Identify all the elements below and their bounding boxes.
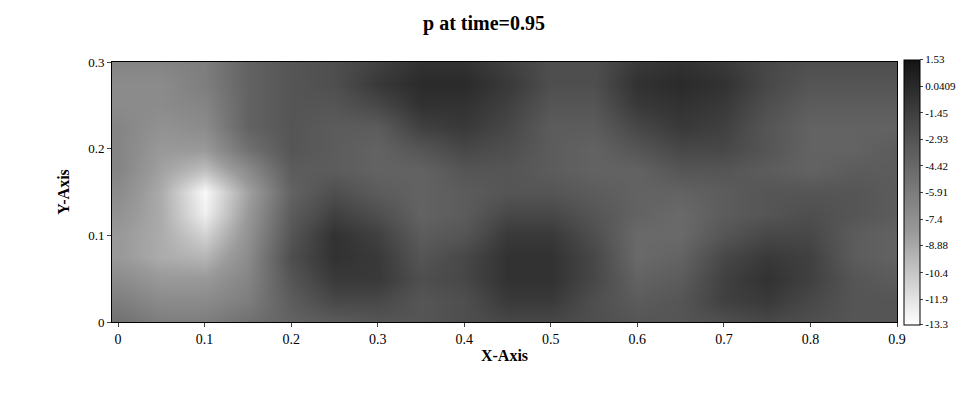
svg-text:0.1: 0.1 xyxy=(196,332,214,347)
svg-text:0.2: 0.2 xyxy=(88,141,104,156)
svg-text:0: 0 xyxy=(98,315,105,330)
svg-text:0.4: 0.4 xyxy=(456,332,474,347)
svg-text:Y-Axis: Y-Axis xyxy=(55,169,72,215)
svg-text:0.8: 0.8 xyxy=(802,332,820,347)
svg-text:0.9: 0.9 xyxy=(888,332,906,347)
svg-text:0.5: 0.5 xyxy=(542,332,560,347)
svg-text:0.6: 0.6 xyxy=(629,332,647,347)
svg-text:-11.9: -11.9 xyxy=(925,293,948,305)
svg-text:0.7: 0.7 xyxy=(715,332,733,347)
svg-text:X-Axis: X-Axis xyxy=(481,347,528,364)
svg-text:-8.88: -8.88 xyxy=(925,239,948,251)
svg-text:-10.4: -10.4 xyxy=(925,267,948,279)
svg-text:1.53: 1.53 xyxy=(925,53,945,65)
svg-text:-1.45: -1.45 xyxy=(925,107,948,119)
svg-text:0.2: 0.2 xyxy=(282,332,300,347)
svg-text:0.3: 0.3 xyxy=(369,332,387,347)
svg-text:-2.93: -2.93 xyxy=(925,133,948,145)
svg-text:-5.91: -5.91 xyxy=(925,186,948,198)
svg-text:0.0409: 0.0409 xyxy=(925,80,956,92)
svg-text:-13.3: -13.3 xyxy=(925,318,948,330)
svg-text:-7.4: -7.4 xyxy=(925,213,943,225)
svg-text:-4.42: -4.42 xyxy=(925,160,948,172)
svg-text:0: 0 xyxy=(115,332,122,347)
svg-text:0.3: 0.3 xyxy=(88,55,104,70)
svg-text:p at time=0.95: p at time=0.95 xyxy=(423,12,545,35)
svg-text:0.1: 0.1 xyxy=(88,228,104,243)
